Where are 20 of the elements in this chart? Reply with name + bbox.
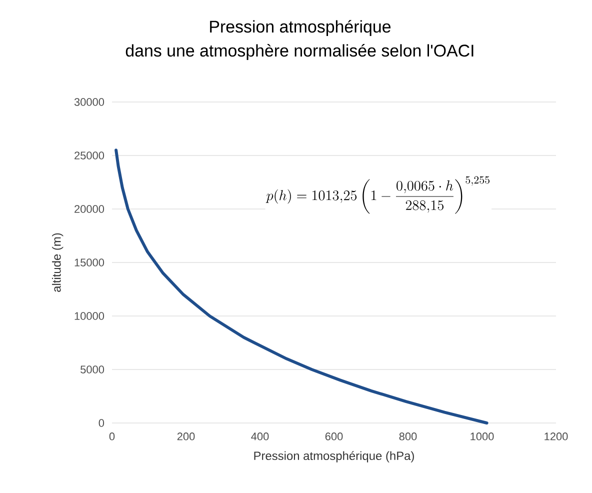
x-tick-label: 800 xyxy=(399,432,417,440)
y-tick-label: 20000 xyxy=(74,205,104,213)
x-tick-label: 400 xyxy=(251,432,269,440)
chart-subtitle: dans une atmosphère normalisée selon l'OACI xyxy=(126,44,474,60)
y-axis-title: altitude (m) xyxy=(52,233,64,292)
x-tick-label: 1200 xyxy=(544,432,568,440)
y-tick-label: 15000 xyxy=(74,258,104,266)
y-tick-label: 5000 xyxy=(80,366,104,374)
y-tick-label: 10000 xyxy=(74,312,104,320)
annotation: $p(h) = 1013{,}25 \left(1 - \frac{0{,}0065 \cdot h}{288{,}15}\right)^{5{,}255}$ xyxy=(266,176,490,214)
line-series xyxy=(114,148,488,424)
x-axis-title: Pression atmosphérique (hPa) xyxy=(254,451,414,462)
y-tick-label: 25000 xyxy=(74,152,104,160)
y-tick-label: 0 xyxy=(98,419,104,427)
x-tick-label: 600 xyxy=(325,432,343,440)
x-tick-label: 1000 xyxy=(470,432,494,440)
x-tick-label: 0 xyxy=(109,432,115,440)
x-tick-label: 200 xyxy=(177,432,195,440)
chart-title: Pression atmosphérique xyxy=(210,20,391,36)
y-tick-label: 30000 xyxy=(74,98,104,106)
